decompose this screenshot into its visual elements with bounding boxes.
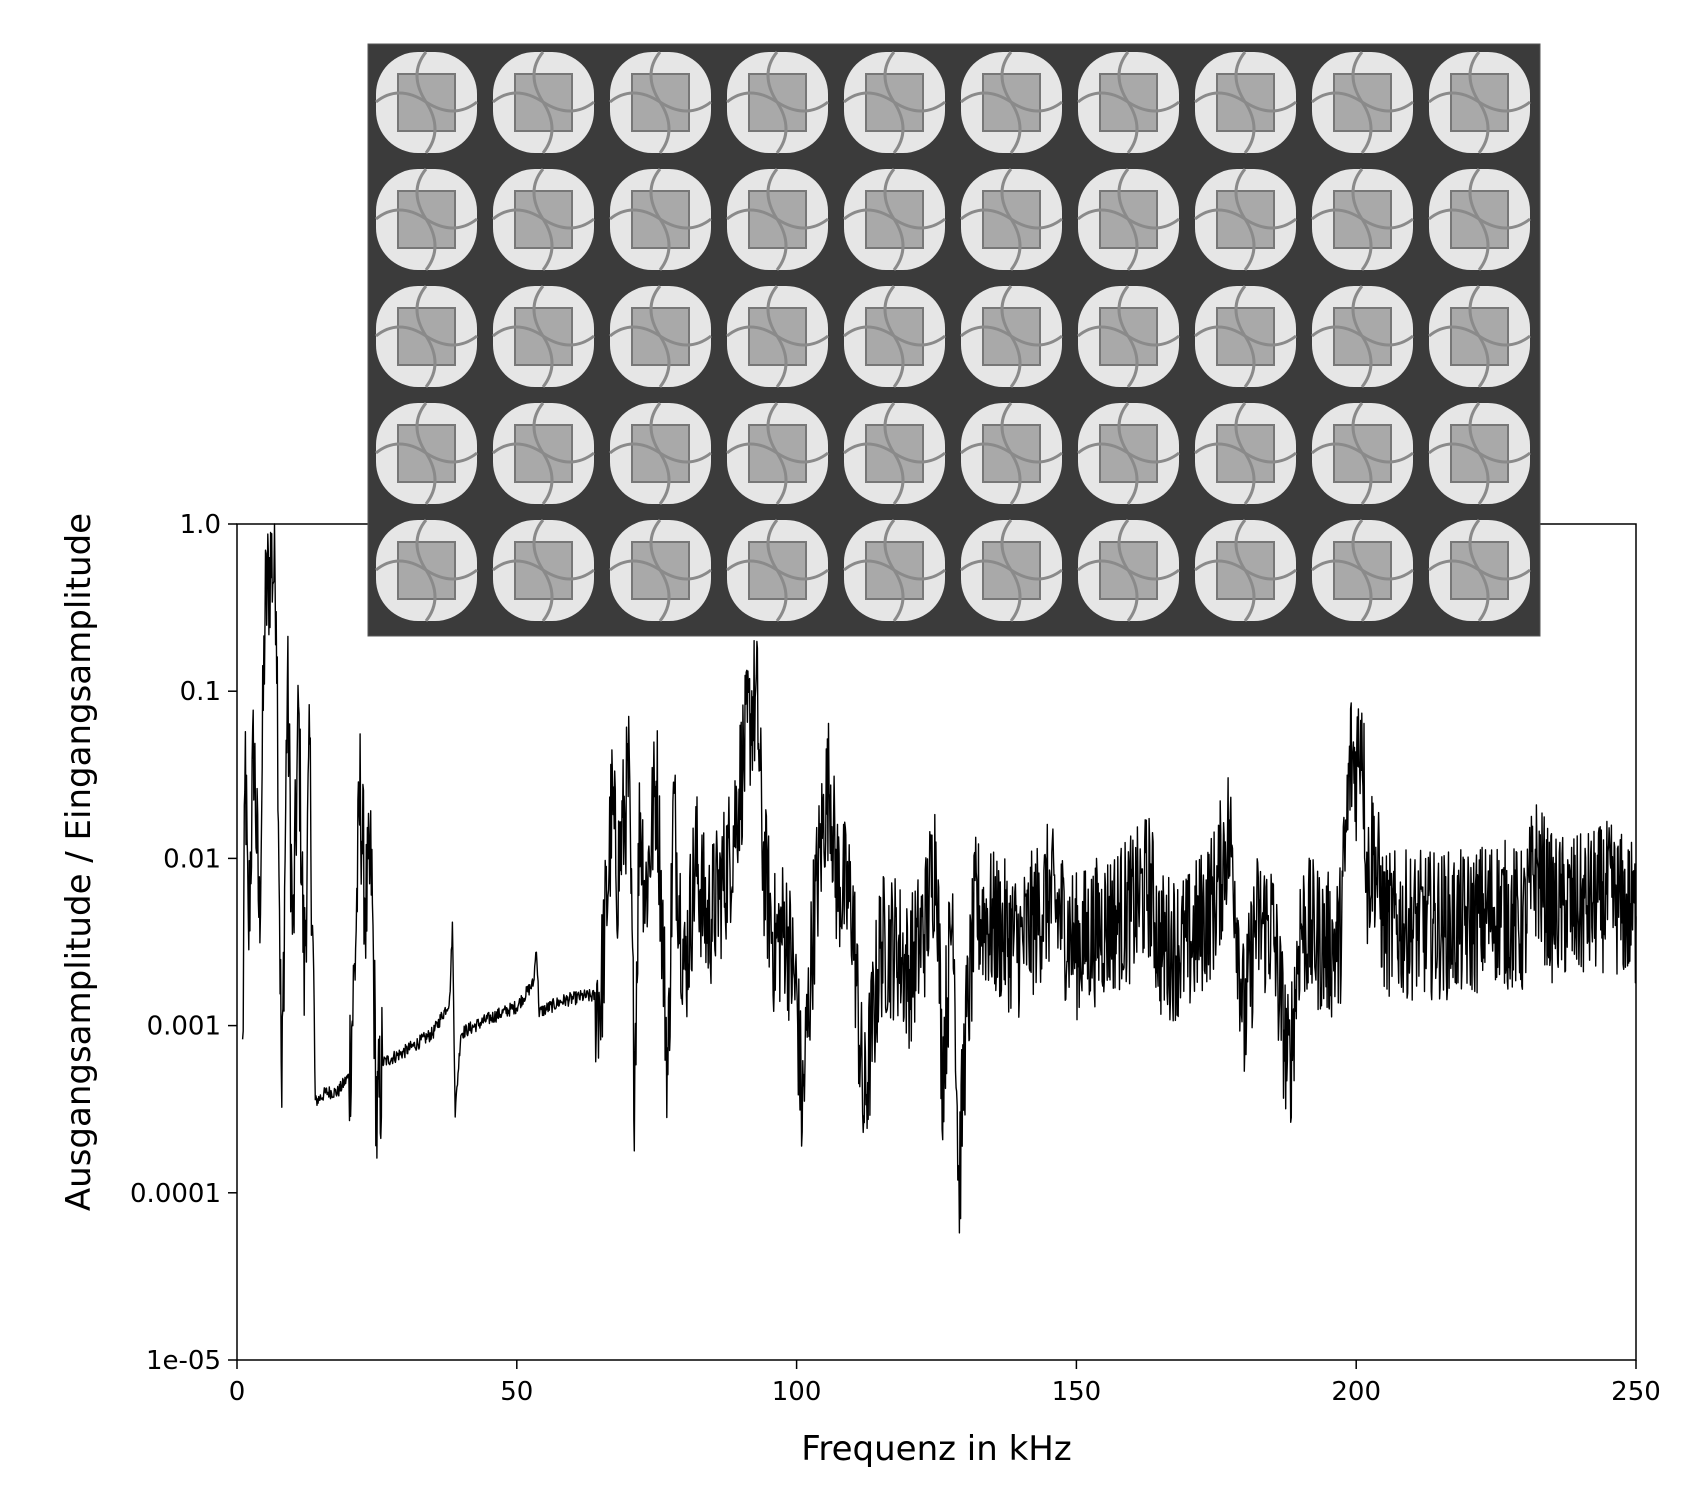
lattice-specimen-photo [367, 43, 1541, 637]
y-tick-label: 0.001 [147, 1012, 221, 1042]
y-axis-label: Ausgangsamplitude / Eingangsamplitude [59, 513, 99, 1211]
y-tick-label: 0.01 [163, 844, 221, 874]
x-tick-label: 250 [1611, 1377, 1661, 1407]
y-axis-ticks: 1.0 0.1 0.01 0.001 0.0001 1e-05 [130, 510, 237, 1376]
x-tick-label: 150 [1052, 1377, 1102, 1407]
y-tick-label: 1.0 [180, 510, 221, 540]
x-tick-label: 100 [772, 1377, 822, 1407]
y-tick-label: 1e-05 [146, 1346, 221, 1376]
y-tick-label: 0.1 [180, 677, 221, 707]
x-tick-label: 0 [229, 1377, 246, 1407]
x-axis-ticks: 0 50 100 150 200 250 [229, 1360, 1661, 1407]
y-tick-label: 0.0001 [130, 1179, 221, 1209]
x-tick-label: 200 [1331, 1377, 1381, 1407]
series-line [241, 523, 1637, 1234]
x-axis-label: Frequenz in kHz [801, 1429, 1071, 1469]
x-tick-label: 50 [500, 1377, 533, 1407]
